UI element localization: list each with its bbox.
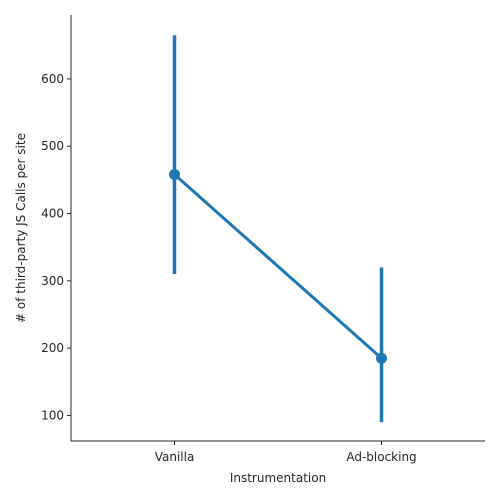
y-tick-label: 500 [41,139,64,153]
y-tick-label: 200 [41,341,64,355]
plot-marks [169,35,387,423]
y-axis: 100 200 300 400 500 600 [41,15,72,441]
x-tick-label: Ad-blocking [346,450,416,464]
x-axis-label: Instrumentation [230,471,326,485]
data-point [376,352,387,364]
data-point [169,168,180,180]
y-axis-label: # of third-party JS Calls per site [14,133,28,323]
y-tick-label: 600 [41,72,64,86]
y-tick-label: 300 [41,274,64,288]
x-tick-label: Vanilla [155,450,195,464]
y-tick-label: 100 [41,408,64,422]
y-tick-label: 400 [41,207,64,221]
series-line [173,173,383,360]
x-axis: Vanilla Ad-blocking [71,440,485,464]
